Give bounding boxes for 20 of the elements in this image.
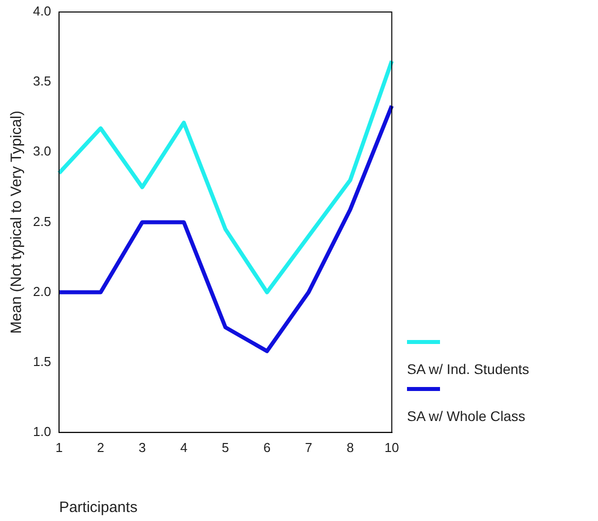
- y-tick-label: 1.0: [32, 424, 52, 439]
- y-tick-label: 2.5: [32, 214, 52, 229]
- x-tick-label: 2: [97, 440, 104, 455]
- x-tick-label: 1: [55, 440, 63, 455]
- y-tick-label: 3.0: [32, 144, 52, 159]
- x-tick-label: 4: [180, 440, 188, 455]
- y-tick-label: 3.5: [32, 74, 52, 89]
- x-tick-label: 7: [304, 440, 312, 455]
- y-tick-label: 1.5: [32, 354, 52, 369]
- x-tick-label: 5: [222, 440, 230, 455]
- x-tick-label: 3: [138, 440, 146, 455]
- x-tick-label: 6: [263, 440, 271, 455]
- x-tick-label: 8: [346, 440, 354, 455]
- x-axis-title: Participants: [59, 499, 138, 516]
- text: SA w/ Whole Class: [407, 408, 526, 424]
- y-axis-title: Mean (Not typical to Very Typical): [8, 110, 26, 334]
- x-tick-label: 10: [384, 440, 400, 455]
- y-tick-label: 2.0: [32, 284, 52, 299]
- y-tick-label: 4.0: [32, 4, 52, 19]
- text: SA w/ Ind. Students: [407, 361, 530, 377]
